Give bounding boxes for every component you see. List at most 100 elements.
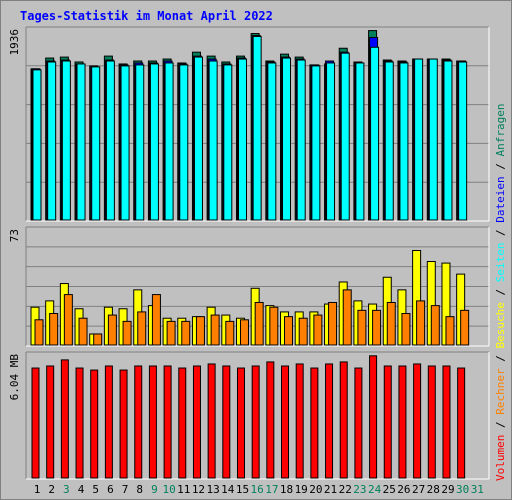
bar-volumen xyxy=(163,365,172,479)
x-tick-label: 13 xyxy=(207,483,220,496)
x-tick-label: 23 xyxy=(353,483,366,496)
legend-separator: / xyxy=(494,421,507,434)
legend-volumen: Volumen xyxy=(494,435,507,481)
legend-separator: / xyxy=(494,163,507,176)
x-tick-label: 31 xyxy=(471,483,484,496)
bar-seiten xyxy=(179,64,189,221)
x-tick-label: 19 xyxy=(295,483,308,496)
x-tick-label: 9 xyxy=(151,483,158,496)
y-axis-max-label: 1936 xyxy=(8,29,21,56)
bar-volumen xyxy=(119,369,128,479)
bar-seiten xyxy=(355,62,365,221)
bar-rechner xyxy=(357,309,367,346)
legend-seiten: Seiten xyxy=(494,243,507,289)
bar-seiten xyxy=(267,62,277,221)
bar-seiten xyxy=(399,62,409,221)
bar-seiten xyxy=(282,57,292,221)
x-tick-label: 5 xyxy=(92,483,99,496)
bar-volumen xyxy=(104,365,113,479)
bar-volumen xyxy=(442,365,451,479)
bar-volumen xyxy=(339,361,348,479)
bar-volumen xyxy=(266,361,275,479)
bar-seiten xyxy=(414,58,424,221)
bar-volumen xyxy=(75,367,84,479)
bar-rechner xyxy=(430,305,440,346)
bar-rechner xyxy=(298,317,308,346)
bar-volumen xyxy=(413,363,422,479)
bar-rechner xyxy=(401,312,411,346)
bar-seiten xyxy=(120,65,130,221)
legend-separator: / xyxy=(494,289,507,302)
bar-volumen xyxy=(281,365,290,479)
x-tick-label: 8 xyxy=(136,483,143,496)
bar-volumen xyxy=(354,367,363,479)
bar-rechner xyxy=(269,306,279,346)
bar-seiten xyxy=(61,60,71,221)
bar-volumen xyxy=(178,367,187,479)
bar-volumen xyxy=(310,367,319,479)
legend-separator: / xyxy=(494,229,507,242)
bar-volumen xyxy=(295,363,304,479)
bar-volumen xyxy=(222,365,231,479)
bar-rechner xyxy=(63,294,73,346)
x-tick-label: 29 xyxy=(441,483,454,496)
bar-volumen xyxy=(207,363,216,479)
bar-volumen xyxy=(251,365,260,479)
bar-rechner xyxy=(93,333,103,346)
bar-volumen xyxy=(134,365,143,479)
bar-seiten xyxy=(208,60,218,221)
bar-seiten xyxy=(149,63,159,221)
bar-seiten xyxy=(428,58,438,221)
bar-seiten xyxy=(340,52,350,221)
bar-rechner xyxy=(137,311,147,346)
bar-seiten xyxy=(370,46,380,221)
bar-rechner xyxy=(34,319,44,346)
bar-rechner xyxy=(239,319,249,346)
bar-seiten xyxy=(47,61,57,221)
x-tick-label: 15 xyxy=(236,483,249,496)
x-tick-label: 21 xyxy=(324,483,337,496)
bar-seiten xyxy=(91,66,101,221)
x-tick-label: 4 xyxy=(78,483,85,496)
x-tick-label: 11 xyxy=(177,483,190,496)
bar-seiten xyxy=(443,60,453,221)
bar-volumen xyxy=(325,363,334,479)
bar-rechner xyxy=(386,301,396,346)
bar-rechner xyxy=(122,320,132,346)
bar-rechner xyxy=(372,309,382,346)
bar-seiten xyxy=(384,61,394,221)
x-tick-label: 22 xyxy=(339,483,352,496)
legend-besuche: Besuche xyxy=(494,302,507,355)
x-tick-label: 27 xyxy=(412,483,425,496)
x-tick-label: 24 xyxy=(368,483,382,496)
x-tick-label: 1 xyxy=(34,483,41,496)
bar-volumen xyxy=(398,365,407,479)
bar-volumen xyxy=(383,365,392,479)
bar-seiten xyxy=(237,58,247,221)
x-tick-label: 25 xyxy=(383,483,396,496)
bar-rechner xyxy=(284,316,294,346)
x-tick-label: 26 xyxy=(397,483,410,496)
x-tick-label: 12 xyxy=(192,483,205,496)
legend-dateien: Dateien xyxy=(494,176,507,229)
bar-rechner xyxy=(49,312,59,346)
bar-seiten xyxy=(326,62,336,221)
legend-anfragen: Anfragen xyxy=(494,103,507,163)
x-tick-label: 20 xyxy=(309,483,322,496)
bar-rechner xyxy=(78,317,88,346)
bar-seiten xyxy=(76,63,86,221)
x-tick-label: 17 xyxy=(265,483,278,496)
x-tick-label: 18 xyxy=(280,483,293,496)
x-tick-label: 6 xyxy=(107,483,114,496)
x-tick-label: 14 xyxy=(221,483,235,496)
bar-seiten xyxy=(223,64,233,221)
bar-volumen xyxy=(60,359,69,479)
bar-rechner xyxy=(342,289,352,346)
legend-rechner: Rechner xyxy=(494,368,507,421)
bar-seiten xyxy=(252,35,262,221)
bar-rechner xyxy=(151,294,161,346)
bar-seiten xyxy=(458,61,468,221)
bar-volumen xyxy=(31,367,40,479)
